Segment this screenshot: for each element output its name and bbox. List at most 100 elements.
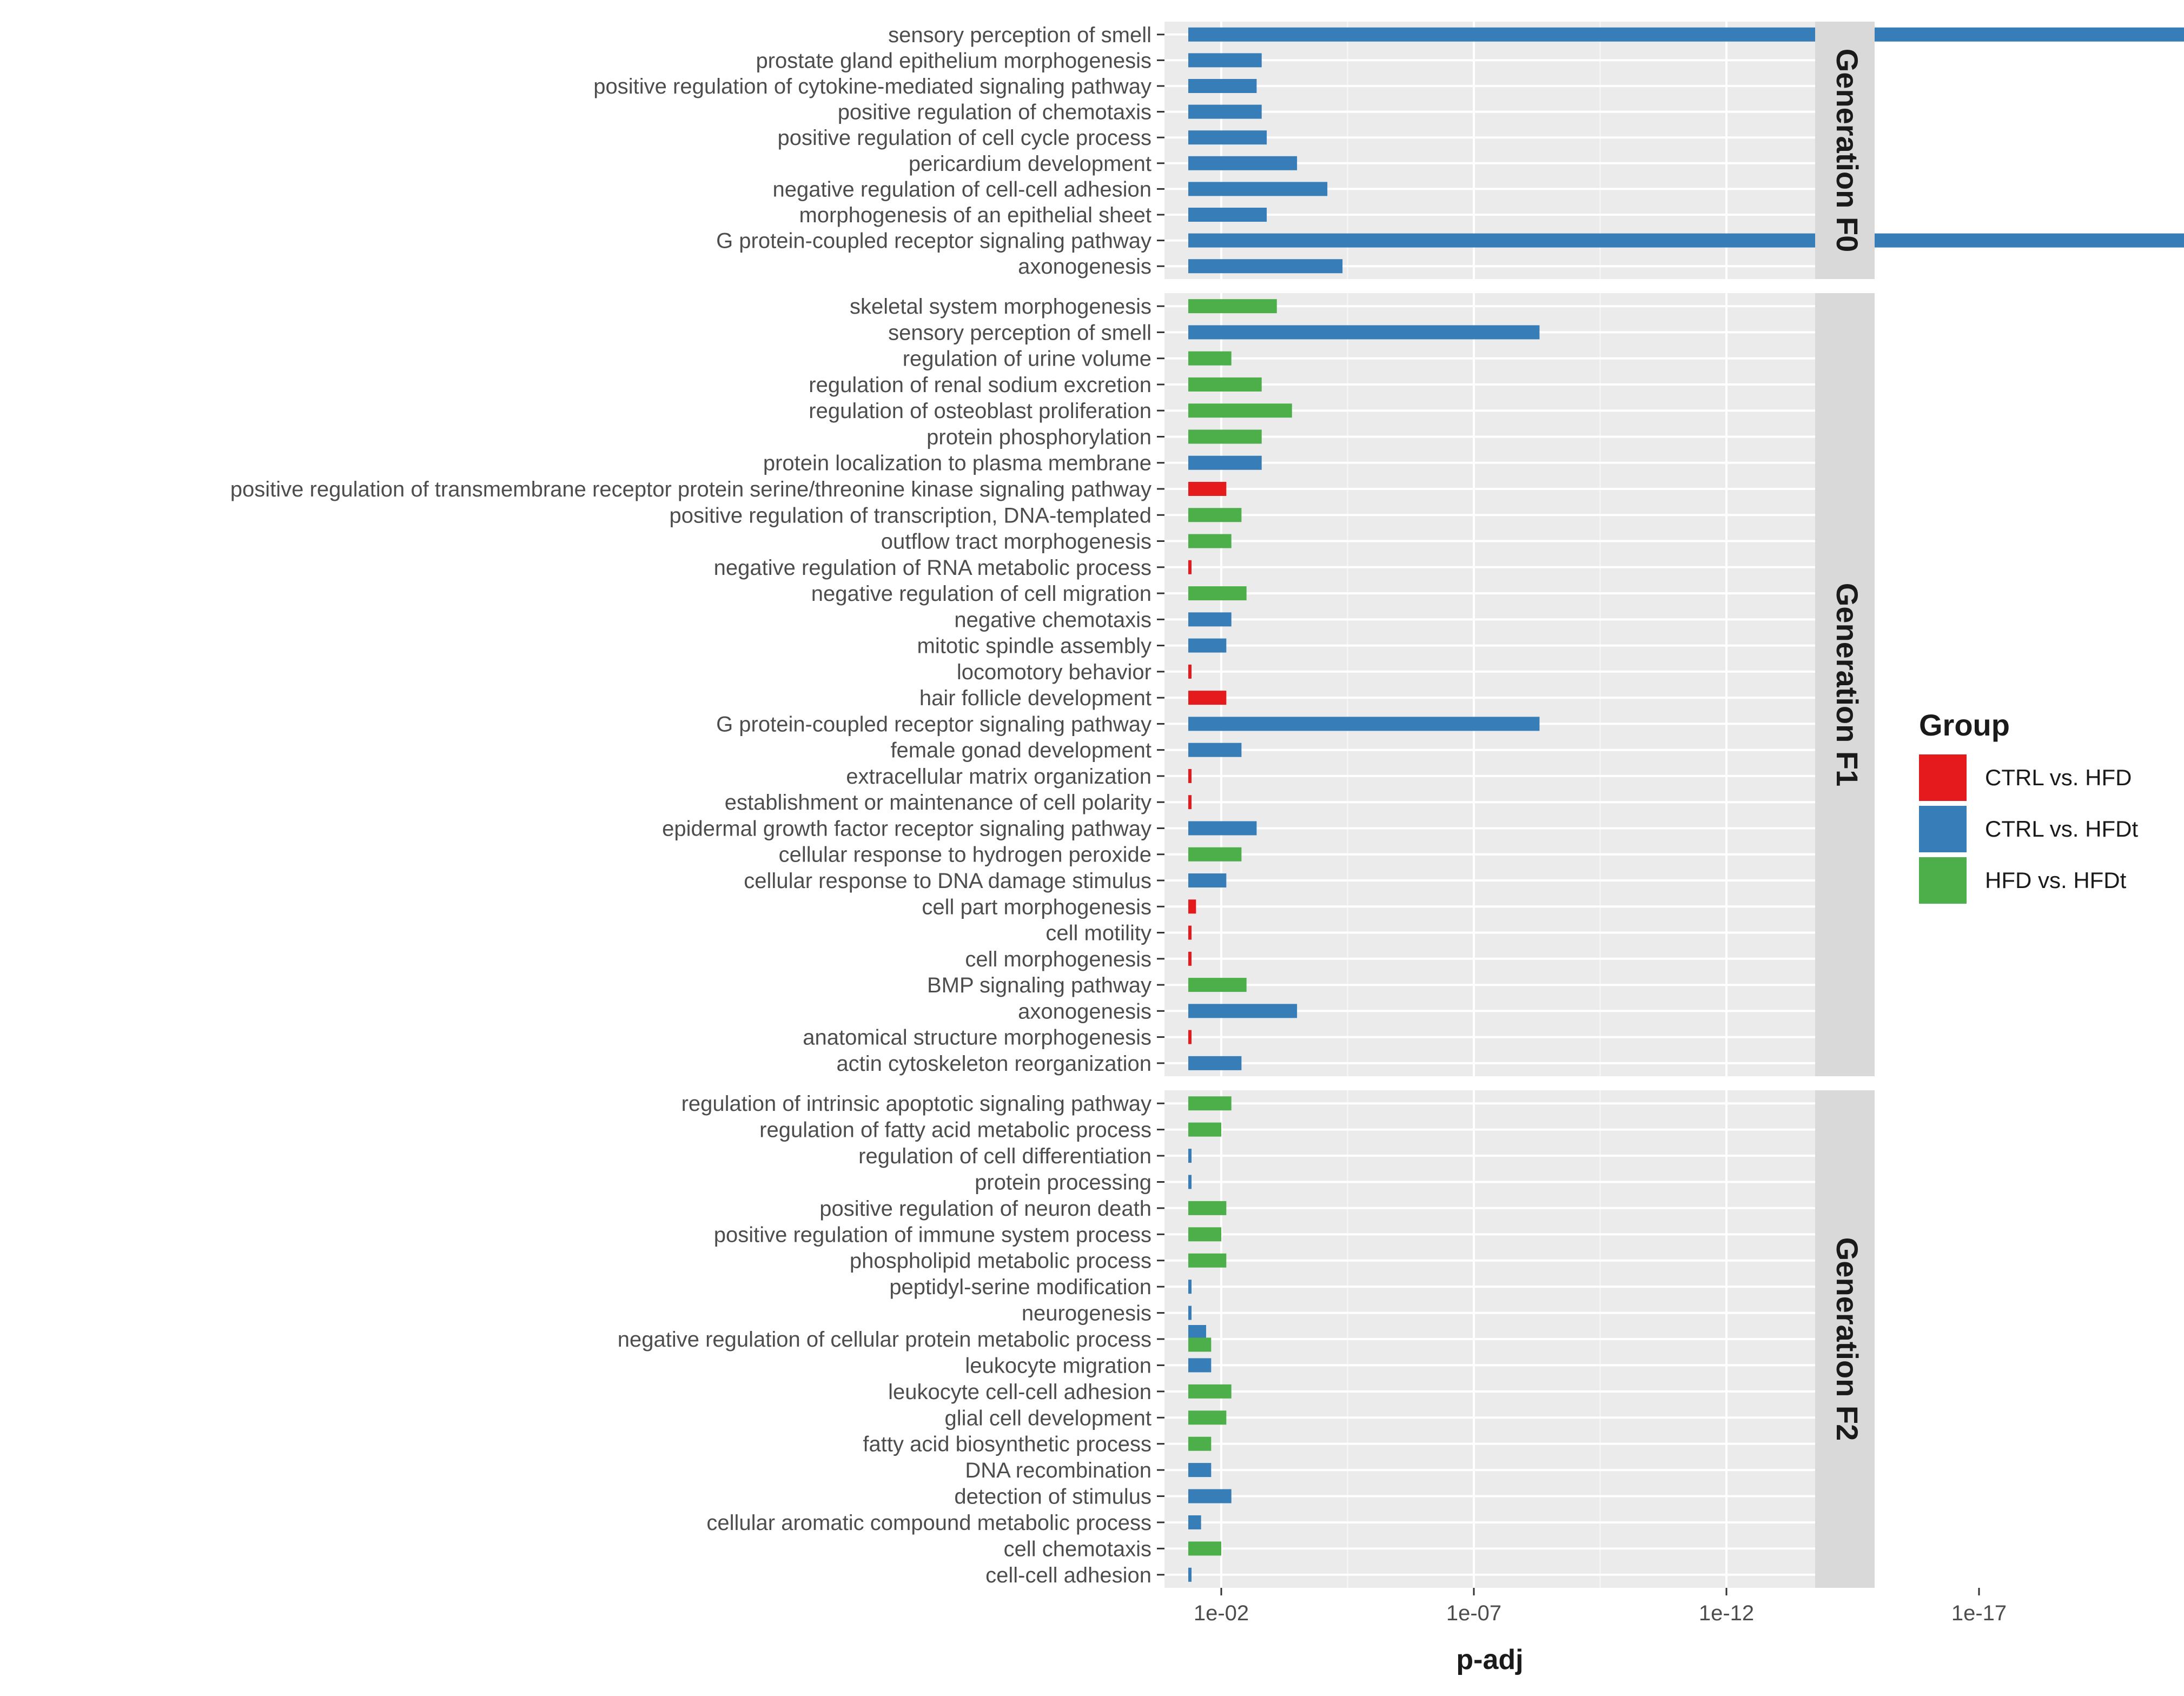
bar-hfd-hfdt (1188, 586, 1247, 601)
bar-ctrl-hfd (1188, 769, 1192, 783)
x-tick-label: 1e-07 (1446, 1601, 1501, 1625)
y-tick-label: cellular response to hydrogen peroxide (779, 843, 1151, 867)
y-tick-label: protein processing (975, 1170, 1151, 1194)
bar-ctrl-hfdt (1188, 455, 1262, 470)
bar-hfd-hfdt (1188, 351, 1232, 366)
y-tick-label: positive regulation of cytokine-mediated… (593, 75, 1151, 98)
y-tick-label: positive regulation of neuron death (819, 1197, 1151, 1221)
bar-ctrl-hfdt (1188, 821, 1257, 836)
bar-ctrl-hfdt (1188, 1489, 1232, 1503)
bar-ctrl-hfdt (1188, 233, 2184, 248)
bar-ctrl-hfdt (1188, 1175, 1192, 1189)
y-tick-label: negative chemotaxis (954, 608, 1151, 632)
y-tick-label: regulation of renal sodium excretion (809, 373, 1151, 397)
y-tick-label: cell part morphogenesis (922, 895, 1151, 919)
facet-strip (1815, 293, 1875, 1076)
bar-ctrl-hfdt (1188, 1306, 1192, 1320)
bar-ctrl-hfdt (1188, 1567, 1192, 1582)
y-tick-label: female gonad development (890, 739, 1151, 763)
legend-key-ctrl-hfd (1919, 754, 1967, 801)
bar-ctrl-hfd (1188, 899, 1196, 914)
y-tick-label: glial cell development (945, 1406, 1151, 1430)
y-tick-label: positive regulation of transcription, DN… (669, 504, 1151, 527)
y-tick-label: regulation of urine volume (903, 347, 1151, 371)
y-tick-label: hair follicle development (919, 686, 1151, 710)
bar-ctrl-hfdt (1188, 1004, 1298, 1018)
y-tick-label: negative regulation of cell-cell adhesio… (773, 177, 1151, 201)
bar-ctrl-hfdt (1188, 79, 1257, 93)
bar-ctrl-hfdt (1188, 208, 1267, 222)
bar-hfd-hfdt (1188, 978, 1247, 992)
y-tick-label: axonogenesis (1018, 999, 1151, 1023)
y-tick-label: sensory perception of smell (888, 321, 1151, 345)
y-tick-label: negative regulation of cellular protein … (618, 1328, 1151, 1352)
legend-key-hfd-hfdt (1919, 857, 1967, 904)
y-tick-label: establishment or maintenance of cell pol… (725, 791, 1151, 814)
facet-strip-label: Generation F0 (1830, 49, 1864, 253)
bar-hfd-hfdt (1188, 1227, 1221, 1242)
y-tick-label: leukocyte migration (965, 1354, 1151, 1377)
y-tick-label: prostate gland epithelium morphogenesis (756, 49, 1151, 72)
facet-strip (1815, 1090, 1875, 1588)
facet-strip (1815, 22, 1875, 279)
bar-ctrl-hfdt (1188, 612, 1232, 627)
bar-ctrl-hfdt (1188, 27, 2184, 42)
bar-ctrl-hfdt (1188, 743, 1242, 757)
bar-ctrl-hfdt (1188, 1358, 1212, 1373)
facet-strip-label: Generation F2 (1830, 1237, 1864, 1441)
facet-strip-label: Generation F1 (1830, 583, 1864, 787)
y-tick-label: leukocyte cell-cell adhesion (888, 1380, 1151, 1404)
bar-hfd-hfdt (1188, 508, 1242, 522)
bar-ctrl-hfdt (1188, 182, 1328, 196)
bar-ctrl-hfdt (1188, 1280, 1192, 1294)
bar-hfd-hfdt (1188, 1096, 1232, 1111)
x-tick-label: 1e-12 (1699, 1601, 1754, 1625)
y-tick-label: regulation of intrinsic apoptotic signal… (681, 1092, 1151, 1116)
y-tick-label: extracellular matrix organization (846, 765, 1151, 789)
bar-ctrl-hfdt (1188, 1515, 1201, 1529)
y-tick-label: anatomical structure morphogenesis (803, 1026, 1151, 1050)
y-tick-label: actin cytoskeleton reorganization (836, 1052, 1151, 1076)
bar-ctrl-hfdt (1188, 156, 1298, 170)
bar-hfd-hfdt (1188, 429, 1262, 444)
bar-hfd-hfdt (1188, 534, 1232, 548)
bar-hfd-hfdt (1188, 1337, 1212, 1352)
bar-ctrl-hfd (1188, 925, 1192, 940)
bar-ctrl-hfdt (1188, 104, 1262, 119)
bar-hfd-hfdt (1188, 847, 1242, 862)
y-tick-label: regulation of fatty acid metabolic proce… (759, 1118, 1151, 1142)
bar-hfd-hfdt (1188, 1201, 1227, 1215)
bar-hfd-hfdt (1188, 1122, 1221, 1137)
y-tick-label: positive regulation of cell cycle proces… (778, 126, 1151, 150)
y-tick-label: axonogenesis (1018, 255, 1151, 279)
y-tick-label: neurogenesis (1022, 1302, 1151, 1326)
legend-label: CTRL vs. HFD (1985, 765, 2132, 790)
y-tick-label: positive regulation of chemotaxis (838, 101, 1151, 124)
y-tick-label: cell morphogenesis (965, 948, 1151, 971)
bar-ctrl-hfd (1188, 795, 1192, 810)
bar-hfd-hfdt (1188, 377, 1262, 392)
y-tick-label: phospholipid metabolic process (850, 1249, 1151, 1273)
y-tick-label: DNA recombination (965, 1459, 1151, 1482)
bar-hfd-hfdt (1188, 1384, 1232, 1399)
bar-ctrl-hfdt (1188, 1149, 1192, 1163)
y-tick-label: G protein-coupled receptor signaling pat… (716, 712, 1151, 736)
y-tick-label: morphogenesis of an epithelial sheet (799, 203, 1151, 227)
y-tick-label: pericardium development (909, 152, 1151, 176)
y-tick-label: regulation of osteoblast proliferation (809, 399, 1151, 423)
bar-ctrl-hfdt (1188, 53, 1262, 68)
y-tick-label: positive regulation of transmembrane rec… (230, 478, 1151, 501)
y-tick-label: negative regulation of cell migration (811, 582, 1151, 606)
y-tick-label: peptidyl-serine modification (889, 1275, 1151, 1299)
y-tick-label: skeletal system morphogenesis (850, 295, 1151, 319)
x-tick-label: 1e-17 (1951, 1601, 2007, 1625)
bar-ctrl-hfd (1188, 664, 1192, 679)
y-tick-label: protein phosphorylation (926, 425, 1151, 449)
bar-ctrl-hfdt (1188, 873, 1227, 887)
bar-ctrl-hfdt (1188, 638, 1227, 653)
panel-background (1164, 293, 1815, 1076)
x-axis-title: p-adj (1456, 1644, 1523, 1675)
bar-ctrl-hfdt (1188, 325, 1540, 340)
legend-title: Group (1919, 708, 2010, 742)
